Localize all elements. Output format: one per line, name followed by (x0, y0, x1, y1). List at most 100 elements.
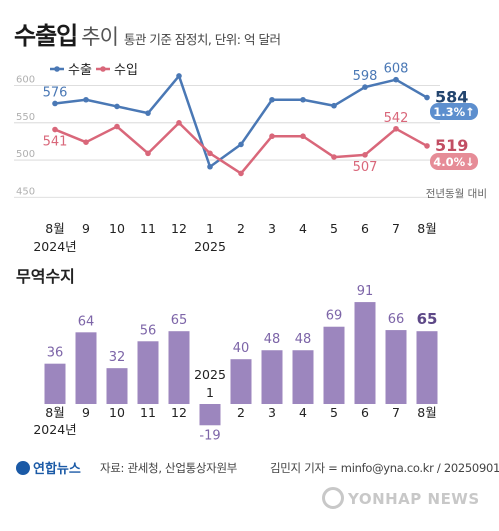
data-label: 576 (43, 85, 68, 100)
data-label: 507 (353, 160, 378, 175)
data-label: 32 (109, 350, 126, 365)
x-tick-label: 9 (82, 221, 90, 236)
bar (323, 326, 345, 404)
bar (230, 359, 252, 404)
x-year-label: 2024년 (33, 422, 76, 437)
data-point (362, 152, 368, 158)
watermark: YONHAP NEWS (322, 487, 480, 509)
data-label: 65 (171, 313, 188, 328)
data-point (238, 170, 244, 177)
bar (168, 331, 190, 404)
logo-text: 연합뉴스 (33, 462, 81, 477)
data-label: 91 (357, 284, 374, 299)
x-tick-label: 8월 (417, 221, 436, 236)
x-tick-label: 3 (268, 221, 276, 236)
data-label: -19 (199, 428, 220, 443)
yonhap-logo: 연합뉴스 (16, 458, 81, 477)
data-label: 69 (326, 309, 343, 324)
y-tick-label: 500 (16, 149, 35, 160)
bar (292, 350, 314, 404)
change-badge (430, 103, 478, 120)
x-tick-label: 8월 (45, 221, 64, 236)
data-label: 40 (233, 341, 250, 356)
x-tick-label: 10 (109, 221, 125, 236)
change-badge (430, 153, 478, 170)
data-point (207, 163, 213, 170)
x-tick-label: 12 (171, 221, 187, 236)
annotation: 전년동월 대비 (426, 188, 487, 200)
bar (44, 363, 66, 404)
legend-label: 수출 (68, 63, 92, 78)
data-label: 542 (384, 111, 409, 126)
data-label: 36 (47, 346, 64, 361)
x-tick-label: 8월 (45, 405, 64, 420)
data-point (331, 102, 337, 109)
x-tick-label: 7 (392, 221, 400, 236)
data-point (362, 84, 368, 90)
x-tick-label: 8월 (417, 405, 436, 420)
x-tick-label: 1 (206, 385, 214, 400)
source-note: 자료: 관세청, 산업통상자원부 (100, 461, 237, 475)
logo-icon (16, 461, 30, 475)
x-tick-label: 11 (140, 405, 156, 420)
x-year-label: 2025 (194, 239, 226, 254)
data-point (331, 154, 337, 160)
x-tick-label: 3 (268, 405, 276, 420)
x-tick-label: 10 (109, 405, 125, 420)
y-tick-label: 600 (16, 75, 35, 86)
series-line-export (54, 74, 428, 169)
data-point (52, 126, 58, 133)
data-point (52, 100, 58, 107)
x-tick-label: 5 (330, 405, 338, 420)
x-tick-label: 4 (299, 221, 307, 236)
data-point (300, 133, 306, 140)
data-point (145, 150, 151, 157)
bar (385, 330, 407, 404)
data-point (424, 94, 430, 101)
data-point (114, 103, 120, 110)
y-tick-label: 450 (16, 186, 35, 197)
data-label: 519 (435, 136, 468, 155)
data-label: 541 (43, 135, 68, 150)
x-year-label: 2025 (194, 367, 226, 382)
data-point (424, 143, 430, 149)
data-point (393, 125, 399, 132)
x-tick-label: 6 (361, 221, 369, 236)
data-label: 66 (388, 312, 405, 327)
x-tick-label: 11 (140, 221, 156, 236)
data-label: 65 (417, 310, 438, 328)
x-tick-label: 9 (82, 405, 90, 420)
data-point (269, 96, 275, 103)
x-tick-label: 2 (237, 405, 245, 420)
data-label: 48 (264, 332, 281, 347)
x-tick-label: 1 (206, 221, 214, 236)
data-point (176, 120, 182, 126)
data-point (300, 96, 306, 103)
page-subtitle: 추이 (81, 25, 119, 49)
x-tick-label: 2 (237, 221, 245, 236)
data-label: 64 (78, 314, 95, 329)
y-tick-label: 550 (16, 112, 35, 123)
bar (416, 331, 438, 404)
data-label: 48 (295, 332, 312, 347)
bar (199, 404, 221, 426)
x-tick-label: 12 (171, 405, 187, 420)
credit-note: 김민지 기자 = minfo@yna.co.kr / 20250901 (270, 461, 499, 475)
data-label: 608 (384, 62, 409, 77)
data-point (238, 141, 244, 148)
unit-note: 통관 기준 잠정치, 단위: 억 달러 (123, 32, 281, 47)
data-point (83, 96, 89, 103)
data-label: 584 (435, 88, 468, 107)
data-label: 56 (140, 323, 157, 338)
data-point (207, 150, 213, 157)
x-tick-label: 5 (330, 221, 338, 236)
data-label: 598 (353, 69, 378, 84)
bar (354, 302, 376, 404)
data-point (145, 110, 151, 116)
legend-label: 수입 (114, 63, 138, 78)
data-point (393, 76, 399, 83)
bar (261, 350, 283, 404)
data-point (269, 133, 275, 140)
